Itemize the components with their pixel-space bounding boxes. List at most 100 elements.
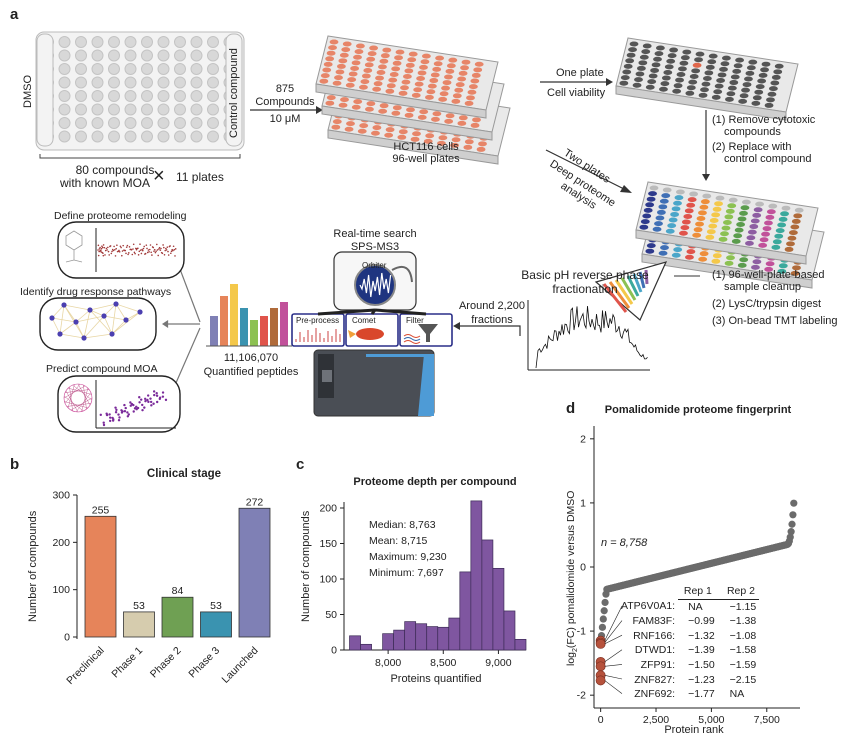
plate-well — [642, 213, 652, 219]
plate-well — [417, 114, 427, 120]
plate-well — [75, 117, 87, 129]
plate-well — [762, 226, 772, 232]
plate-well — [457, 120, 467, 126]
scatter-dot — [142, 247, 145, 250]
plate-well — [661, 75, 671, 81]
scatter-dot — [146, 251, 149, 254]
plate-well — [392, 60, 402, 66]
plate-well — [124, 117, 137, 129]
plate-well — [207, 103, 219, 116]
plate-well — [141, 49, 153, 62]
moa-dot — [127, 413, 131, 416]
scatter-dot — [104, 254, 106, 256]
plate-well — [752, 259, 762, 265]
scatter-dot — [133, 251, 136, 254]
plate-well — [659, 86, 668, 92]
moa-dot — [124, 406, 127, 410]
plate-well — [58, 49, 71, 62]
moa-dot — [120, 409, 123, 412]
chart-d-ytick-label: -1 — [577, 626, 586, 638]
remove-step-2: compounds — [724, 126, 781, 138]
heatmap-chord — [68, 387, 92, 395]
plate-well — [745, 240, 754, 246]
plate-well — [75, 49, 87, 62]
chart-d-xtick-label: 7,500 — [754, 714, 780, 726]
plate-well — [685, 90, 695, 96]
peptide-bar — [270, 308, 278, 346]
scatter-dot — [119, 245, 122, 248]
plate-well — [738, 98, 748, 104]
plate-well — [646, 196, 656, 202]
protein-point — [788, 520, 796, 528]
plate-well — [663, 69, 673, 75]
prep-step-3: (3) On-bead TMT labeling — [712, 315, 838, 327]
scatter-dot — [174, 248, 177, 250]
moa-dot — [164, 398, 168, 402]
hct-line2: 96-well plates — [392, 153, 460, 165]
plate-well — [657, 209, 666, 215]
plate-well — [745, 70, 755, 76]
plate-well — [727, 85, 737, 91]
scatter-dot — [153, 248, 156, 251]
plate-well — [746, 65, 756, 71]
plate-well — [669, 47, 678, 53]
plate-well — [458, 70, 468, 76]
moa-dot — [102, 423, 106, 427]
scatter-dot — [137, 254, 140, 256]
plate-well — [746, 235, 756, 241]
plate-well — [141, 76, 153, 89]
plate-well — [674, 195, 684, 201]
plate-well — [398, 90, 408, 96]
arrow-two-plates — [545, 149, 627, 191]
plate-well — [207, 90, 219, 102]
network-node — [61, 302, 67, 308]
plate-well — [733, 233, 743, 239]
plate-well — [157, 117, 170, 129]
plate-well — [466, 95, 475, 101]
moa-dot — [102, 421, 105, 424]
plate-well — [337, 63, 346, 69]
plate-well — [661, 193, 671, 199]
plate-well — [719, 66, 728, 72]
plate-well — [761, 61, 771, 67]
chart-b-bar — [200, 611, 232, 638]
chart-b-ytick-label: 0 — [64, 632, 70, 644]
plate-well — [435, 55, 444, 61]
plate-well — [654, 51, 664, 57]
plate-well — [392, 105, 402, 111]
scatter-dot — [170, 250, 173, 253]
moa-dot — [153, 393, 156, 397]
plate-side — [321, 105, 493, 141]
peptide-bar — [240, 308, 248, 346]
plate-well — [467, 89, 477, 95]
plate-well — [174, 103, 186, 116]
plate-well — [58, 103, 71, 116]
scatter-dot — [114, 248, 116, 251]
plate-well — [444, 118, 454, 124]
tube-band — [638, 271, 646, 289]
plate-well — [765, 261, 775, 267]
plate-well — [770, 80, 780, 86]
plate-well — [712, 206, 722, 212]
connector — [370, 309, 377, 315]
chart-c-ytick-label: 0 — [331, 645, 337, 657]
network-edge — [83, 309, 91, 339]
plate-well — [656, 45, 665, 51]
plate-well — [141, 90, 153, 102]
moa-dot — [109, 416, 112, 419]
plate-well — [341, 47, 351, 53]
plate-well — [749, 224, 759, 230]
plate-well — [323, 61, 333, 67]
plate-well — [75, 36, 87, 48]
plate-well — [646, 243, 656, 249]
comet-tail — [348, 330, 356, 338]
plate-well — [410, 136, 420, 142]
table-row: FAM83F: −0.99 −1.38 — [632, 615, 757, 628]
plate-well — [351, 60, 361, 66]
heatmap-chord — [64, 395, 84, 412]
plate-well — [454, 87, 464, 93]
scatter-dot — [135, 247, 137, 250]
network-node — [49, 315, 55, 321]
protein-point — [787, 528, 795, 536]
